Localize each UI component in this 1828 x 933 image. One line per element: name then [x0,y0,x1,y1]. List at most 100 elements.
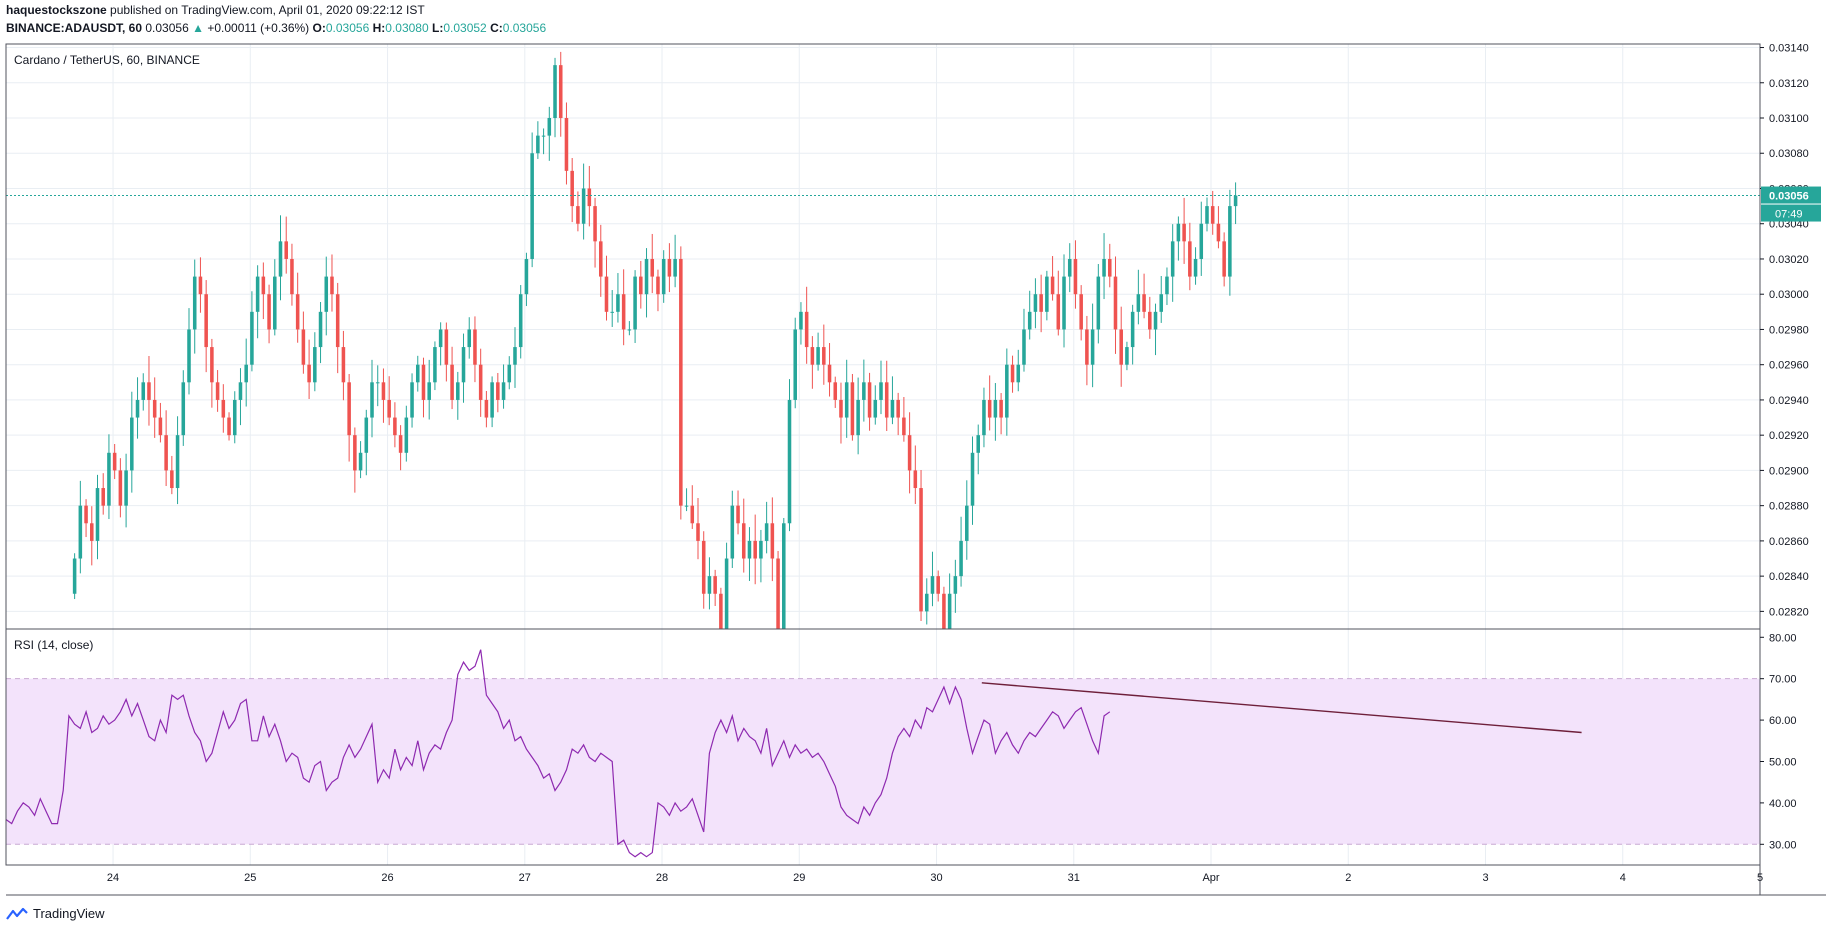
candle-body [650,258,655,277]
candle-body [444,329,449,365]
candle [804,286,809,364]
rsi-band-fill [6,678,1760,845]
candle [78,480,83,574]
candle-body [1079,294,1083,330]
candle [341,330,346,401]
chart-canvas[interactable]: 0.031400.031200.031000.030800.030600.030… [0,0,1828,900]
candle [1222,232,1226,287]
candle-body [970,452,975,506]
candle [787,379,792,532]
candle [713,569,717,607]
candle-body [72,558,77,594]
low-value: 0.03052 [443,21,487,35]
candle [810,336,815,389]
candle [210,338,214,408]
candle-body [1113,276,1118,330]
candle-body [273,276,277,330]
candle-body [330,276,334,295]
candle-body [353,435,357,471]
candle-body [1165,276,1169,295]
price-axis-label: 0.03120 [1769,78,1809,90]
candle [278,215,283,301]
candle-body [1182,223,1186,242]
footer-brand[interactable]: TradingView [6,906,105,921]
panel-frames [5,43,1826,896]
candle-body [335,294,340,348]
candle-body [473,329,477,365]
candle-body [953,576,958,594]
candle-body [604,276,609,312]
candle-body [553,65,557,119]
candle [844,359,849,438]
candle [1228,189,1232,296]
candle [404,405,409,462]
candle-body [942,593,946,629]
candle [930,551,935,607]
author-name[interactable]: haquestockszone [6,3,107,17]
candle [112,444,117,480]
candle [759,529,763,583]
candle [1153,303,1158,356]
candle [639,260,643,309]
candle-body [1102,258,1106,277]
candle [267,284,271,344]
price-axis-label: 0.02940 [1769,395,1809,407]
time-axis-label: 28 [656,872,668,884]
candle [375,365,380,407]
time-axis-label: 30 [930,872,942,884]
candle [621,269,626,346]
candle [1073,240,1078,309]
candle [433,341,437,391]
candle-body [570,170,574,207]
candle [358,441,363,479]
candle-body [78,505,83,559]
candle-body [741,523,746,559]
candle [1062,254,1066,348]
candle-body [856,399,860,436]
candle [856,377,860,455]
candle-body [730,505,735,559]
candle [1033,278,1038,329]
candle [879,360,883,415]
candle [1113,256,1118,354]
candle [536,121,540,159]
candle [130,391,134,493]
candle [902,396,906,442]
candle [1107,243,1112,288]
candle [907,412,912,494]
candle [627,321,632,336]
candle-body [227,417,231,436]
rsi-axis-label: 50.00 [1769,756,1797,768]
close-value: 0.03056 [502,21,547,35]
candle-body [112,452,117,471]
candle-body [787,399,792,524]
axes: 0.031400.031200.031000.030800.030600.030… [107,43,1821,884]
candle-body [524,258,529,295]
candle-body [799,311,803,330]
price-axis-label: 0.03040 [1769,219,1809,231]
candle [782,517,786,629]
candle-body [232,399,237,436]
candle-body [684,505,689,507]
candle [370,359,374,438]
candle [181,370,186,446]
candle [313,332,317,392]
candle-body [1085,329,1089,365]
candle [158,402,163,443]
candle-body [238,382,243,400]
candle-body [101,488,105,506]
candle [850,373,855,441]
candle [255,265,260,339]
rsi-axis-label: 70.00 [1769,674,1797,686]
candle [959,516,963,587]
candle-body [701,540,706,594]
candle-body [770,523,775,559]
candle-body [1062,276,1066,330]
candle-body [587,188,592,207]
candle-body [1142,294,1146,312]
candle [650,233,655,294]
candle-body [421,364,426,400]
candle [1136,269,1141,325]
candle-body [450,364,454,400]
candle-body [433,347,437,383]
